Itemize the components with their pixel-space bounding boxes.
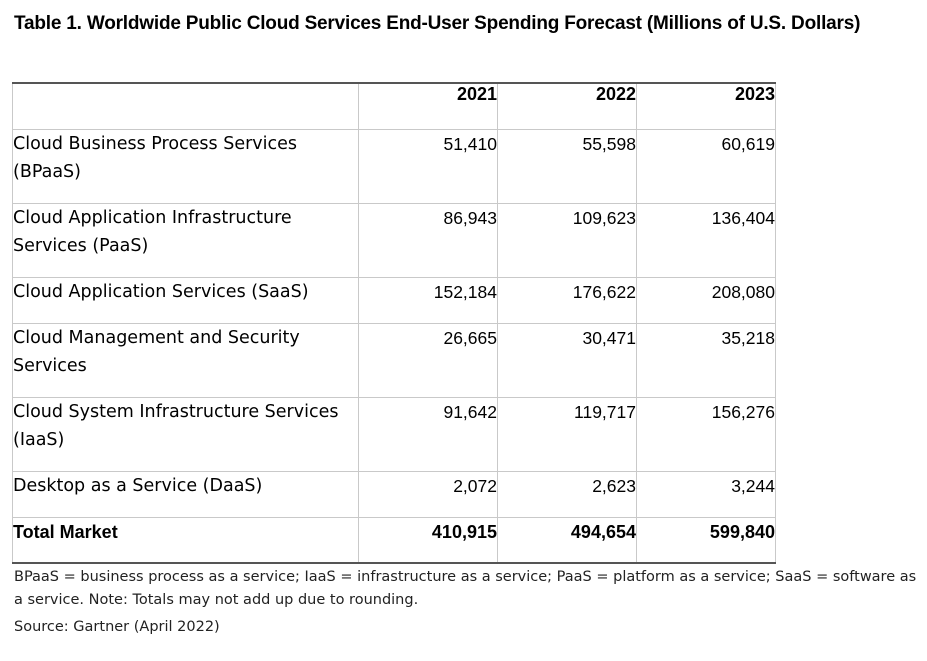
header-year-2022: 2022: [497, 82, 637, 130]
row-label: Cloud System Infrastructure Services (Ia…: [12, 396, 359, 472]
row-label: Cloud Business Process Services (BPaaS): [12, 128, 359, 204]
value-cell: 91,642: [358, 396, 498, 472]
value-cell: 156,276: [636, 396, 776, 472]
row-label: Cloud Application Services (SaaS): [12, 276, 359, 324]
total-value-cell: 599,840: [636, 516, 776, 564]
table-row: Cloud Application Services (SaaS) 152,18…: [12, 276, 776, 324]
value-cell: 136,404: [636, 202, 776, 278]
value-cell: 119,717: [497, 396, 637, 472]
row-label: Cloud Management and Security Services: [12, 322, 359, 398]
value-cell: 60,619: [636, 128, 776, 204]
table-row: Cloud Business Process Services (BPaaS) …: [12, 128, 776, 204]
row-label: Desktop as a Service (DaaS): [12, 470, 359, 518]
table-row: Cloud Management and Security Services 2…: [12, 322, 776, 398]
total-value-cell: 410,915: [358, 516, 498, 564]
value-cell: 2,072: [358, 470, 498, 518]
value-cell: 86,943: [358, 202, 498, 278]
value-cell: 26,665: [358, 322, 498, 398]
header-blank-cell: [12, 82, 359, 130]
value-cell: 152,184: [358, 276, 498, 324]
table-header-row: 2021 2022 2023: [12, 82, 776, 130]
value-cell: 176,622: [497, 276, 637, 324]
table-footnote: BPaaS = business process as a service; I…: [14, 569, 917, 608]
total-label: Total Market: [12, 516, 359, 564]
row-label: Cloud Application Infrastructure Service…: [12, 202, 359, 278]
header-year-2023: 2023: [636, 82, 776, 130]
value-cell: 35,218: [636, 322, 776, 398]
source-note: Source: Gartner (April 2022): [14, 619, 220, 635]
table-title: Table 1. Worldwide Public Cloud Services…: [14, 13, 861, 34]
table-row: Desktop as a Service (DaaS) 2,072 2,623 …: [12, 470, 776, 518]
value-cell: 208,080: [636, 276, 776, 324]
value-cell: 109,623: [497, 202, 637, 278]
forecast-table: 2021 2022 2023 Cloud Business Process Se…: [12, 82, 776, 564]
table-row: Cloud System Infrastructure Services (Ia…: [12, 396, 776, 472]
value-cell: 2,623: [497, 470, 637, 518]
value-cell: 51,410: [358, 128, 498, 204]
value-cell: 3,244: [636, 470, 776, 518]
value-cell: 55,598: [497, 128, 637, 204]
total-value-cell: 494,654: [497, 516, 637, 564]
header-year-2021: 2021: [358, 82, 498, 130]
table-row: Cloud Application Infrastructure Service…: [12, 202, 776, 278]
total-row: Total Market 410,915 494,654 599,840: [12, 516, 776, 564]
value-cell: 30,471: [497, 322, 637, 398]
